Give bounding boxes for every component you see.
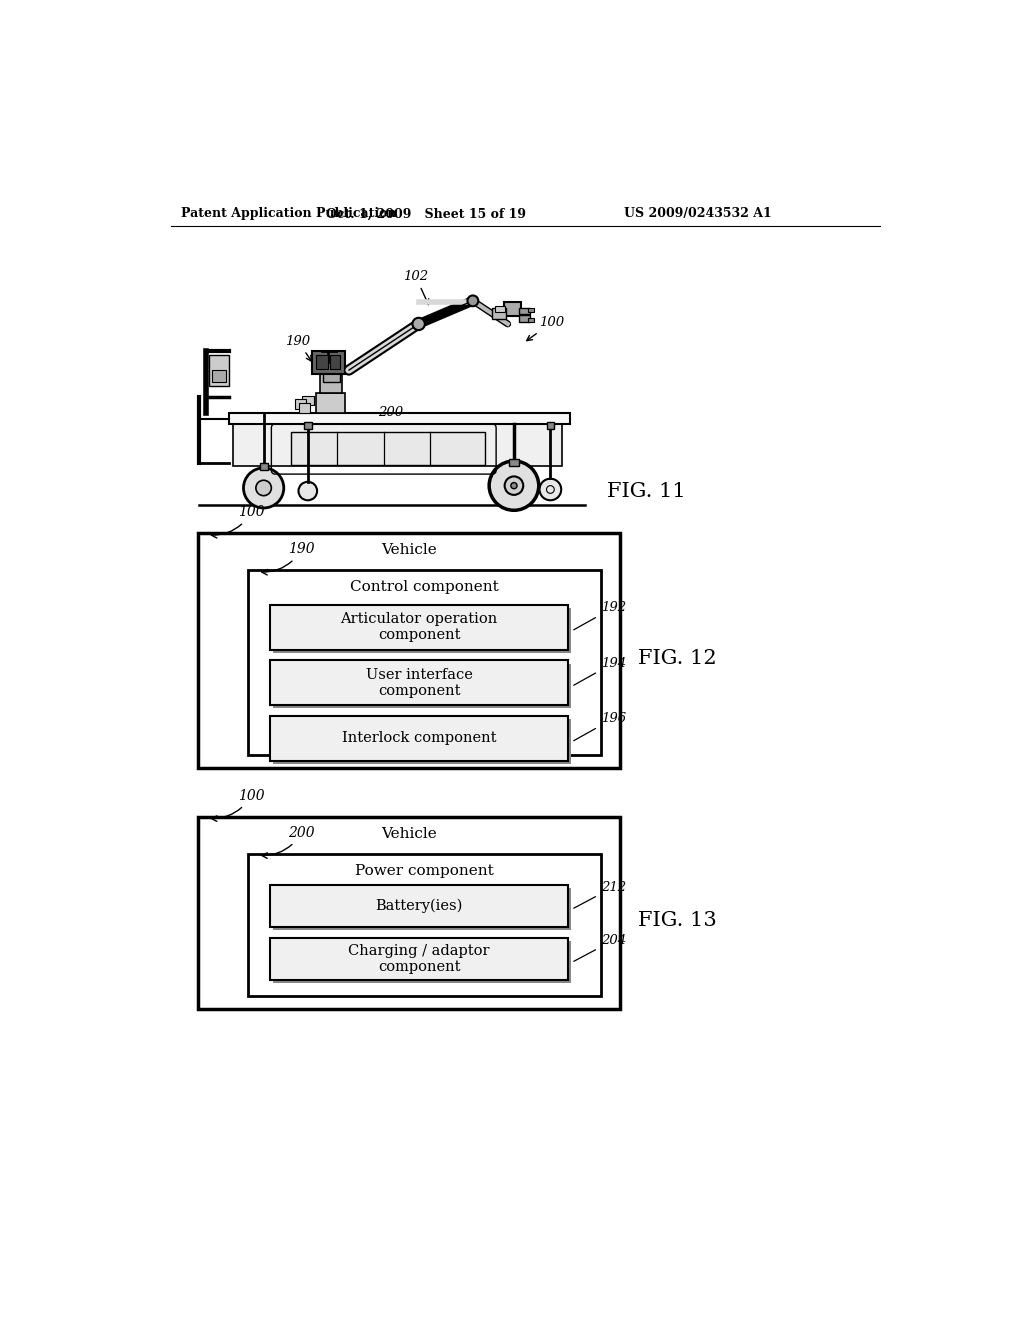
Text: Patent Application Publication: Patent Application Publication bbox=[180, 207, 396, 220]
Bar bbox=[273, 609, 571, 653]
Text: Control component: Control component bbox=[350, 581, 499, 594]
Bar bbox=[312, 351, 345, 374]
Text: FIG. 12: FIG. 12 bbox=[638, 649, 717, 668]
Bar bbox=[212, 370, 225, 381]
Text: FIG. 13: FIG. 13 bbox=[638, 911, 717, 931]
Bar bbox=[299, 404, 310, 412]
Bar bbox=[315, 355, 328, 368]
Text: 192: 192 bbox=[573, 601, 626, 630]
Circle shape bbox=[299, 482, 317, 500]
Circle shape bbox=[244, 469, 284, 508]
Bar bbox=[528, 308, 535, 313]
Bar bbox=[321, 370, 342, 393]
Bar bbox=[295, 400, 306, 409]
Bar bbox=[198, 817, 621, 1010]
Text: 100: 100 bbox=[526, 317, 564, 341]
Text: 204: 204 bbox=[573, 933, 626, 961]
Text: 102: 102 bbox=[403, 271, 429, 305]
Bar bbox=[273, 941, 571, 983]
Text: 194: 194 bbox=[573, 656, 626, 685]
Bar bbox=[304, 422, 311, 429]
Bar bbox=[198, 533, 621, 768]
Bar bbox=[248, 854, 601, 997]
Text: 200: 200 bbox=[378, 407, 402, 418]
Circle shape bbox=[540, 479, 561, 500]
Bar bbox=[270, 660, 568, 705]
Text: User interface
component: User interface component bbox=[366, 668, 472, 698]
Bar bbox=[528, 318, 535, 322]
Bar bbox=[248, 570, 601, 755]
Bar bbox=[504, 302, 521, 317]
Bar bbox=[519, 315, 530, 322]
Text: FIG. 11: FIG. 11 bbox=[607, 482, 686, 500]
Text: 200: 200 bbox=[262, 826, 315, 858]
Bar bbox=[270, 884, 568, 927]
Text: Power component: Power component bbox=[355, 863, 494, 878]
Bar bbox=[232, 424, 562, 466]
Text: Interlock component: Interlock component bbox=[342, 731, 497, 746]
Circle shape bbox=[413, 318, 425, 330]
Text: 212: 212 bbox=[573, 880, 626, 908]
Text: Battery(ies): Battery(ies) bbox=[376, 899, 463, 913]
Text: Articulator operation
component: Articulator operation component bbox=[340, 612, 498, 643]
Bar bbox=[270, 605, 568, 649]
Bar bbox=[270, 937, 568, 979]
Bar bbox=[324, 367, 340, 381]
Bar bbox=[260, 462, 267, 470]
Bar bbox=[291, 432, 484, 465]
Bar bbox=[509, 459, 518, 466]
Bar bbox=[519, 308, 530, 314]
Circle shape bbox=[489, 461, 539, 511]
Text: 190: 190 bbox=[262, 543, 315, 576]
Bar bbox=[273, 887, 571, 929]
Circle shape bbox=[511, 483, 517, 488]
Bar bbox=[209, 355, 228, 385]
Bar bbox=[547, 422, 554, 429]
Text: 100: 100 bbox=[211, 506, 264, 539]
Bar bbox=[273, 719, 571, 763]
Bar bbox=[273, 664, 571, 708]
Bar bbox=[228, 413, 569, 424]
Bar bbox=[270, 715, 568, 760]
Circle shape bbox=[505, 477, 523, 495]
Text: 196: 196 bbox=[573, 711, 626, 741]
Circle shape bbox=[467, 296, 478, 306]
Text: Vehicle: Vehicle bbox=[381, 544, 437, 557]
Bar bbox=[493, 308, 506, 318]
Circle shape bbox=[256, 480, 271, 496]
Bar bbox=[496, 306, 505, 313]
Bar bbox=[330, 355, 340, 368]
Text: 190: 190 bbox=[286, 335, 311, 362]
Text: Vehicle: Vehicle bbox=[381, 826, 437, 841]
Text: 100: 100 bbox=[211, 789, 264, 821]
Text: Charging / adaptor
component: Charging / adaptor component bbox=[348, 944, 489, 974]
Text: US 2009/0243532 A1: US 2009/0243532 A1 bbox=[624, 207, 772, 220]
Bar bbox=[302, 396, 314, 405]
Text: Oct. 1, 2009   Sheet 15 of 19: Oct. 1, 2009 Sheet 15 of 19 bbox=[327, 207, 526, 220]
Bar bbox=[315, 393, 345, 412]
